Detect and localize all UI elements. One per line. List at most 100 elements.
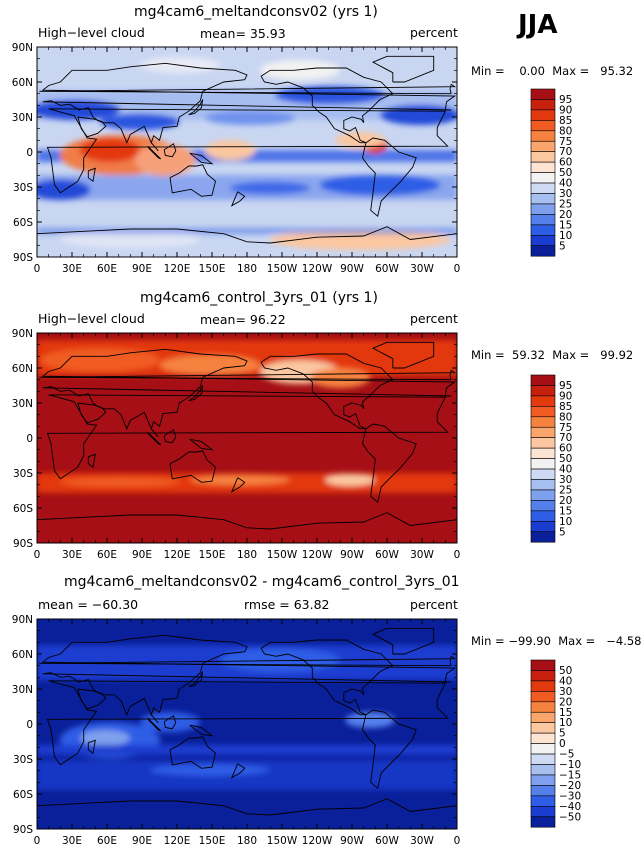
panel3-coastlines [37, 627, 457, 816]
colorbar-label: 5 [559, 240, 566, 252]
lon-tick-label: 90W [340, 549, 364, 561]
lon-tick-label: 120W [302, 549, 333, 561]
coastline [188, 99, 204, 116]
coastline [163, 143, 177, 158]
coastline [147, 431, 162, 446]
colorbar-box [530, 109, 556, 121]
coastline [189, 724, 214, 737]
lon-tick-label: 60W [375, 835, 399, 847]
colorbar-box [530, 711, 556, 723]
colorbar-label: 10 [559, 230, 572, 242]
panel3-units-label: percent [410, 597, 458, 612]
coastline [150, 142, 159, 152]
lon-tick-label: 60W [375, 549, 399, 561]
lon-tick-label: 150E [199, 835, 226, 847]
panel2-title: mg4cam6_control_3yrs_01 (yrs 1) [140, 290, 378, 306]
lon-tick-label: 60E [97, 835, 117, 847]
panel3-map [37, 619, 457, 829]
coastline [87, 453, 96, 468]
coastline [188, 385, 204, 402]
lon-tick-label: 150W [267, 263, 298, 275]
colorbar-box [530, 447, 556, 459]
lon-tick-label: 0 [34, 263, 41, 275]
colorbar-box [530, 245, 556, 257]
colorbar-label: 95 [559, 380, 572, 392]
lat-tick-label: 30N [12, 398, 33, 410]
colorbar-box [530, 182, 556, 194]
colorbar-box [530, 172, 556, 184]
colorbar-box [530, 816, 556, 828]
colorbar-box [530, 468, 556, 480]
colorbar-box [530, 395, 556, 407]
colorbar-box [530, 764, 556, 776]
colorbar-label: 25 [559, 484, 572, 496]
colorbar-label: 5 [559, 526, 566, 538]
colorbar-box [530, 458, 556, 470]
lon-tick-label: 150E [199, 263, 226, 275]
colorbar-label: 60 [559, 443, 572, 455]
lon-tick-label: 0 [454, 835, 461, 847]
colorbar-box [530, 743, 556, 755]
lon-tick-label: 90E [132, 263, 152, 275]
coastline [46, 108, 449, 194]
colorbar-label: 50 [559, 665, 572, 677]
lat-tick-label: 0 [26, 147, 33, 159]
colorbar-label: 80 [559, 125, 572, 137]
colorbar-box [530, 224, 556, 236]
lon-tick-label: 30W [410, 835, 434, 847]
colorbar-box [530, 500, 556, 512]
panel1-title: mg4cam6_meltandconsv02 (yrs 1) [134, 4, 378, 20]
coastline [260, 353, 394, 430]
colorbar-label: −30 [559, 790, 581, 802]
lon-tick-label: 90E [132, 549, 152, 561]
coastline [147, 717, 162, 732]
colorbar-label: −20 [559, 780, 581, 792]
lat-tick-label: 30N [12, 684, 33, 696]
colorbar-box [530, 88, 556, 100]
panel1-mean-label: mean= 35.93 [200, 26, 286, 41]
coastline [41, 634, 457, 716]
coastline [150, 428, 159, 438]
lat-tick-label: 60S [13, 217, 33, 229]
colorbar-label: 15 [559, 219, 572, 231]
season-label: JJA [518, 10, 558, 40]
coastline [371, 341, 435, 369]
colorbar-box [530, 489, 556, 501]
coastline [371, 55, 435, 83]
coastline [37, 226, 457, 244]
colorbar-box [530, 670, 556, 682]
colorbar-box [530, 161, 556, 173]
colorbar-box [530, 753, 556, 765]
colorbar-box [530, 385, 556, 397]
colorbar-label: 10 [559, 516, 572, 528]
colorbar-label: 70 [559, 146, 572, 158]
lon-tick-label: 0 [34, 549, 41, 561]
colorbar-label: 75 [559, 422, 572, 434]
lon-tick-label: 150E [199, 549, 226, 561]
lat-tick-label: 60N [12, 649, 33, 661]
lon-tick-label: 60E [97, 263, 117, 275]
colorbar-label: 90 [559, 390, 572, 402]
lon-tick-label: 90W [340, 835, 364, 847]
panel2-mean-label: mean= 96.22 [200, 312, 286, 327]
colorbar-label: 40 [559, 675, 572, 687]
colorbar-label: 40 [559, 464, 572, 476]
colorbar-label: 90 [559, 104, 572, 116]
lon-tick-label: 60W [375, 263, 399, 275]
colorbar-box [530, 416, 556, 428]
colorbar-label: −5 [559, 749, 574, 761]
colorbar-label: −50 [559, 811, 581, 823]
colorbar-box [530, 130, 556, 142]
colorbar-box [530, 99, 556, 111]
colorbar-box [530, 203, 556, 215]
colorbar-label: 75 [559, 136, 572, 148]
lat-tick-label: 30N [12, 112, 33, 124]
colorbar-box [530, 680, 556, 692]
coastline [37, 512, 457, 530]
lat-tick-label: 90S [13, 824, 33, 836]
colorbar-box [530, 531, 556, 543]
colorbar-label: −40 [559, 801, 581, 813]
lon-tick-label: 60E [97, 549, 117, 561]
